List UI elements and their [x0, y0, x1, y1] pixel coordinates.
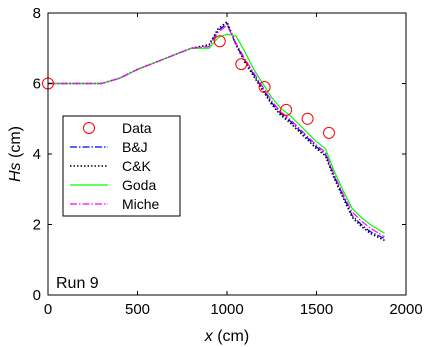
data-point — [258, 81, 271, 93]
legend-box — [62, 115, 181, 217]
x-tick-label: 1000 — [210, 301, 243, 318]
legend-label-c-k: C&K — [122, 158, 151, 174]
y-tick-label: 2 — [33, 217, 41, 234]
y-tick-label: 6 — [33, 76, 41, 93]
x-tick-label: 500 — [125, 301, 150, 318]
legend-label-miche: Miche — [122, 196, 160, 212]
data-point — [301, 112, 314, 125]
series-layer — [48, 20, 385, 242]
data-point — [213, 35, 226, 48]
y-tick-label: 8 — [33, 5, 41, 22]
y-tick-label: 0 — [33, 287, 41, 304]
legend-label-data: Data — [122, 120, 152, 136]
data-point — [235, 58, 248, 71]
run-annotation: Run 9 — [56, 275, 99, 292]
legend-label-goda: Goda — [122, 177, 156, 193]
x-axis-label: x (cm) — [204, 328, 249, 345]
x-tick-label: 2000 — [389, 301, 422, 318]
series-line-miche — [48, 24, 385, 238]
ticks-layer: 0 500 1000 1500 2000 0 2 4 6 8 — [33, 5, 423, 318]
markers-layer — [42, 35, 335, 139]
x-tick-label: 1500 — [300, 301, 333, 318]
x-tick-label: 0 — [44, 301, 52, 318]
y-axis-label: Hs (cm) — [7, 126, 24, 182]
legend: Data B&J C&K Goda Miche — [62, 115, 181, 217]
data-point — [280, 103, 293, 116]
y-tick-label: 4 — [33, 146, 41, 163]
legend-label-b-j: B&J — [122, 139, 148, 155]
data-point — [323, 126, 335, 139]
legend-marker-data — [83, 122, 95, 134]
